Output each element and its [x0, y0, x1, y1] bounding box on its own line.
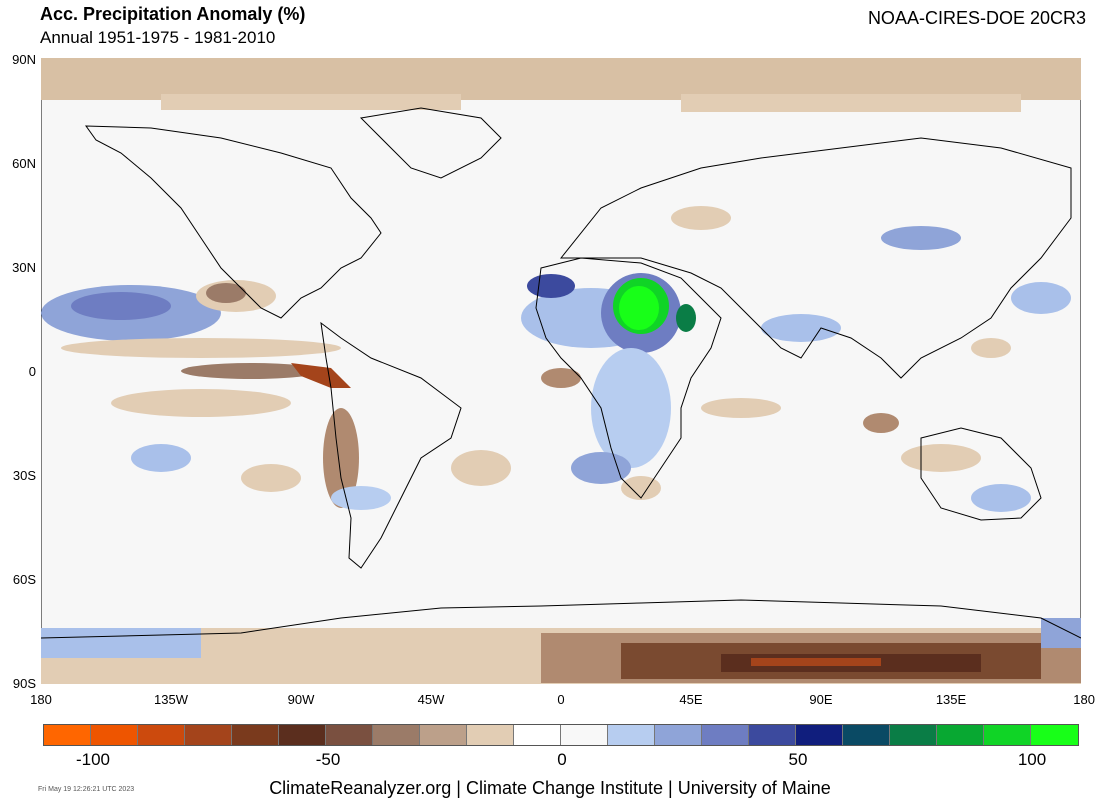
colorbar-swatch — [326, 725, 373, 745]
lat-label: 30S — [12, 468, 36, 483]
colorbar-swatch — [843, 725, 890, 745]
colorbar-swatch — [608, 725, 655, 745]
colorbar-swatch — [185, 725, 232, 745]
footer-credit: ClimateReanalyzer.org | Climate Change I… — [269, 778, 831, 798]
colorbar-label: 100 — [1017, 750, 1047, 769]
lon-label: 45E — [679, 692, 703, 707]
colorbar-swatch — [44, 725, 91, 745]
colorbar-label: -50 — [315, 750, 341, 769]
colorbar-swatch — [514, 725, 561, 745]
colorbar-swatch — [749, 725, 796, 745]
lat-label: 90S — [12, 676, 36, 691]
colorbar-legend — [43, 724, 1079, 746]
colorbar-swatch — [561, 725, 608, 745]
lon-label: 135E — [935, 692, 967, 707]
lon-label: 180 — [30, 692, 52, 707]
colorbar-swatch — [937, 725, 984, 745]
lon-label: 0 — [557, 692, 565, 707]
lat-label: 60N — [12, 156, 36, 171]
timestamp: Fri May 19 12:26:21 UTC 2023 — [38, 786, 135, 793]
lon-label: 90E — [809, 692, 833, 707]
anomaly-map — [40, 57, 1082, 685]
lon-label: 180 — [1073, 692, 1095, 707]
lat-label: 30N — [12, 260, 36, 275]
colorbar-swatch — [91, 725, 138, 745]
lat-label: 90N — [12, 52, 36, 67]
colorbar-swatch — [420, 725, 467, 745]
colorbar-swatch — [890, 725, 937, 745]
lat-label: 0 — [28, 364, 36, 379]
colorbar-swatch — [279, 725, 326, 745]
lon-label: 90W — [287, 692, 315, 707]
lon-label: 45W — [417, 692, 445, 707]
colorbar-label: -100 — [75, 750, 111, 769]
colorbar-swatch — [702, 725, 749, 745]
colorbar-swatch — [232, 725, 279, 745]
map-canvas — [40, 57, 1082, 685]
map-subtitle: Annual 1951-1975 - 1981-2010 — [40, 28, 276, 47]
colorbar-swatch — [984, 725, 1031, 745]
colorbar-swatch — [655, 725, 702, 745]
lat-label: 60S — [12, 572, 36, 587]
colorbar-swatch — [138, 725, 185, 745]
colorbar-swatch — [796, 725, 843, 745]
data-source: NOAA-CIRES-DOE 20CR3 — [867, 8, 1086, 28]
colorbar-swatch — [467, 725, 514, 745]
coastlines — [40, 107, 1082, 639]
anomaly-shading — [41, 58, 1081, 684]
colorbar-label: 0 — [557, 750, 567, 769]
lon-label: 135W — [154, 692, 188, 707]
colorbar-label: 50 — [788, 750, 808, 769]
map-title: Acc. Precipitation Anomaly (%) — [40, 4, 306, 24]
colorbar-swatch — [373, 725, 420, 745]
colorbar-swatch — [1031, 725, 1078, 745]
